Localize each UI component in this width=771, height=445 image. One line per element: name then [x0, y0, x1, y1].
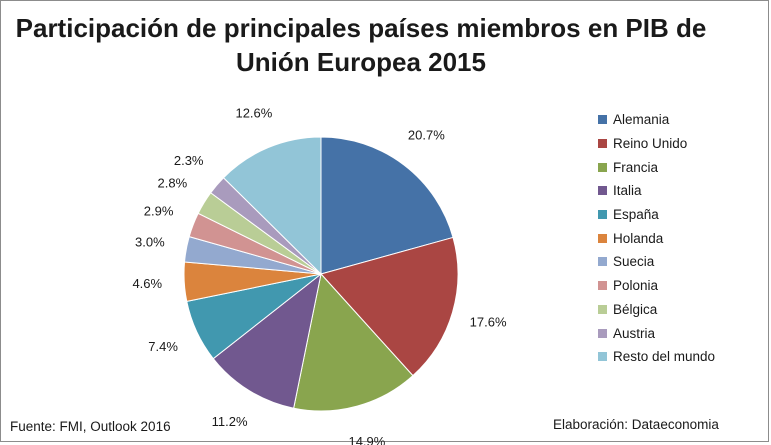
legend-item-italia: Italia: [598, 179, 715, 203]
legend-label: Reino Unido: [613, 136, 688, 152]
source-note: Fuente: FMI, Outlook 2016: [10, 419, 171, 434]
data-label-alemania: 20.7%: [408, 128, 445, 143]
chart-title-line2: Unión Europea 2015: [236, 47, 486, 77]
legend-swatch: [598, 257, 607, 267]
legend-item-polonia: Polonia: [598, 274, 715, 298]
legend-swatch: [598, 328, 607, 338]
data-label-bélgica: 2.8%: [158, 176, 188, 191]
legend-label: Resto del mundo: [613, 349, 716, 365]
legend-item-bélgica: Bélgica: [598, 298, 715, 322]
legend-swatch: [598, 115, 607, 125]
credit-note: Elaboración: Dataeconomia: [553, 417, 719, 432]
legend-item-españa: España: [598, 203, 715, 227]
data-label-holanda: 4.6%: [132, 276, 162, 291]
legend-item-holanda: Holanda: [598, 226, 715, 250]
legend-item-reino-unido: Reino Unido: [598, 132, 715, 156]
pie-slice-francia: [293, 272, 414, 412]
legend-item-alemania: Alemania: [598, 108, 715, 132]
legend-item-austria: Austria: [598, 321, 715, 345]
data-label-resto-del-mundo: 12.6%: [235, 105, 272, 120]
legend-swatch: [598, 352, 607, 362]
data-label-españa: 7.4%: [148, 339, 178, 354]
chart-title-line1: Participación de principales países miem…: [15, 13, 707, 43]
legend-label: Suecia: [613, 254, 655, 270]
data-label-italia: 11.2%: [212, 414, 248, 429]
data-label-francia: 14.9%: [348, 434, 385, 445]
legend-swatch: [598, 139, 607, 149]
legend-swatch: [598, 210, 607, 220]
legend-item-suecia: Suecia: [598, 250, 715, 274]
chart-title: Participación de principales países miem…: [1, 11, 721, 79]
legend-label: Italia: [613, 183, 642, 199]
data-label-suecia: 3.0%: [135, 234, 165, 249]
data-label-austria: 2.3%: [174, 153, 204, 168]
pie-slice-alemania: [320, 136, 454, 275]
legend-label: Austria: [613, 325, 656, 341]
data-label-polonia: 2.9%: [144, 203, 174, 218]
pie-slice-italia: [212, 272, 322, 409]
legend-label: Francia: [613, 159, 659, 175]
legend-label: España: [613, 207, 659, 223]
legend-item-resto-del-mundo: Resto del mundo: [598, 345, 715, 369]
pie-chart: 20.7% 17.6% 14.9% 11.2% 7.4% 4.6% 3.0% 2.9% 2.8%…: [132, 105, 507, 445]
legend-item-francia: Francia: [598, 155, 715, 179]
legend-label: Bélgica: [613, 301, 658, 317]
pie-slice-reino-unido: [320, 236, 459, 377]
legend-label: Alemania: [613, 112, 670, 128]
legend-swatch: [598, 304, 607, 314]
legend-swatch: [598, 162, 607, 172]
legend-label: Holanda: [613, 230, 664, 246]
pie-slice-resto-del-mundo: [222, 136, 322, 276]
chart-legend: Alemania Reino Unido Francia Italia España Ho…: [598, 108, 715, 369]
legend-swatch: [598, 281, 607, 291]
data-label-reino-unido: 17.6%: [470, 315, 507, 330]
legend-label: Polonia: [613, 278, 659, 294]
legend-swatch: [598, 186, 607, 196]
legend-swatch: [598, 233, 607, 243]
